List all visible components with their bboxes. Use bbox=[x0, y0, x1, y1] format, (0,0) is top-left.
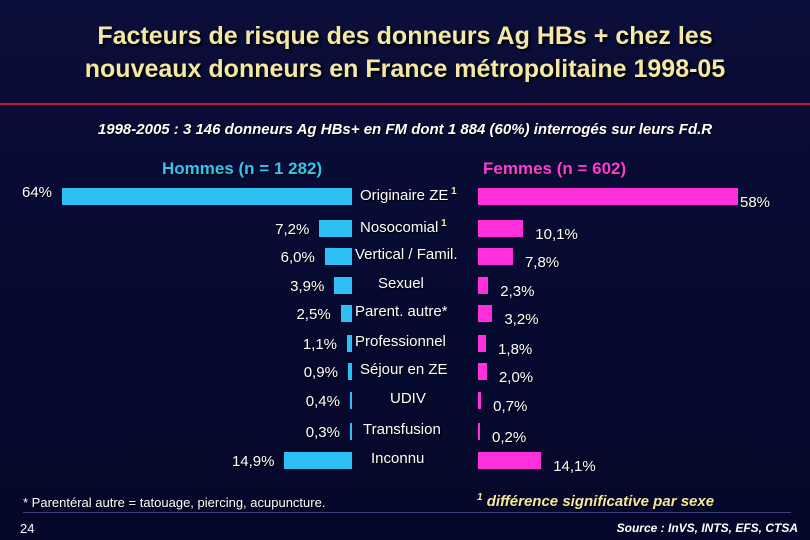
category-text: Sexuel bbox=[378, 275, 424, 292]
women-value-label: 3,2% bbox=[504, 311, 539, 328]
women-value-label: 2,0% bbox=[498, 369, 534, 386]
men-bar bbox=[334, 277, 352, 294]
page-number: 24 bbox=[20, 521, 35, 536]
women-value-label: 14,1% bbox=[553, 458, 596, 475]
category-label: UDIV bbox=[390, 390, 426, 407]
men-bar bbox=[350, 392, 352, 409]
men-bar bbox=[340, 305, 352, 322]
men-value-label: 3,9% bbox=[290, 278, 325, 295]
category-text: Vertical / Famil. bbox=[355, 246, 458, 263]
category-significance-marker: 1 bbox=[438, 218, 447, 229]
women-bar bbox=[478, 188, 738, 205]
men-bar bbox=[324, 248, 352, 265]
women-bar bbox=[478, 305, 493, 322]
men-value-label: 64% bbox=[22, 184, 53, 201]
women-value-label: 58% bbox=[740, 194, 771, 211]
category-text: Séjour en ZE bbox=[360, 361, 448, 378]
men-value-label: 6,0% bbox=[280, 249, 315, 266]
title-line-1: Facteurs de risque des donneurs Ag HBs +… bbox=[97, 22, 713, 50]
title-divider bbox=[0, 103, 810, 105]
category-label: Vertical / Famil. bbox=[355, 246, 458, 263]
men-bar bbox=[347, 335, 352, 352]
women-value-label: 10,1% bbox=[535, 226, 578, 243]
category-label: Sexuel bbox=[378, 275, 424, 292]
category-label: Inconnu bbox=[371, 450, 424, 467]
women-bar bbox=[478, 277, 489, 294]
footer-divider bbox=[23, 512, 791, 513]
women-value-label: 0,2% bbox=[492, 429, 527, 446]
category-label: Transfusion bbox=[363, 421, 441, 438]
men-value-label: 0,3% bbox=[305, 424, 340, 441]
women-bar bbox=[478, 220, 524, 237]
significance-note: 1 différence significative par sexe bbox=[477, 492, 714, 510]
women-value-label: 0,7% bbox=[493, 398, 528, 415]
men-bar bbox=[347, 363, 352, 380]
men-bar bbox=[284, 452, 352, 469]
men-bar bbox=[319, 220, 352, 237]
significance-text: différence significative par sexe bbox=[486, 493, 715, 510]
men-value-label: 0,4% bbox=[305, 393, 340, 410]
source-credit: Source : InVS, INTS, EFS, CTSA bbox=[616, 521, 798, 535]
category-text: Nosocomial bbox=[360, 219, 439, 236]
significance-marker: 1 bbox=[477, 492, 483, 503]
women-bar bbox=[478, 363, 487, 380]
women-bar bbox=[478, 335, 487, 352]
category-label: Parent. autre* bbox=[355, 303, 448, 320]
category-text: UDIV bbox=[390, 390, 426, 407]
slide-title: Facteurs de risque des donneurs Ag HBs +… bbox=[0, 20, 810, 86]
category-text: Transfusion bbox=[363, 421, 441, 438]
category-label: Séjour en ZE bbox=[360, 361, 448, 378]
category-text: Parent. autre* bbox=[355, 303, 448, 320]
category-significance-marker: 1 bbox=[448, 186, 457, 197]
category-label: Originaire ZE 1 bbox=[360, 186, 457, 204]
men-bar bbox=[62, 188, 352, 205]
women-bar bbox=[478, 248, 513, 265]
slide-subtitle: 1998-2005 : 3 146 donneurs Ag HBs+ en FM… bbox=[97, 121, 713, 138]
title-line-2: nouveaux donneurs en France métropolitai… bbox=[84, 55, 726, 83]
women-value-label: 7,8% bbox=[524, 254, 560, 271]
women-bar bbox=[478, 423, 480, 440]
men-bar bbox=[350, 423, 352, 440]
category-text: Originaire ZE bbox=[360, 187, 449, 204]
footnote: * Parentéral autre = tatouage, piercing,… bbox=[23, 495, 326, 510]
category-label: Nosocomial 1 bbox=[360, 218, 447, 236]
women-value-label: 1,8% bbox=[498, 341, 533, 358]
category-text: Inconnu bbox=[371, 450, 425, 467]
category-label: Professionnel bbox=[355, 333, 446, 350]
men-value-label: 0,9% bbox=[303, 364, 338, 381]
women-value-label: 2,3% bbox=[500, 283, 535, 300]
men-group-label: Hommes (n = 1 282) bbox=[162, 159, 323, 178]
women-bar bbox=[478, 452, 542, 469]
category-text: Professionnel bbox=[355, 333, 446, 350]
men-value-label: 2,5% bbox=[296, 306, 331, 323]
women-bar bbox=[478, 392, 482, 409]
men-value-label: 14,9% bbox=[231, 453, 275, 470]
women-group-label: Femmes (n = 602) bbox=[483, 159, 627, 178]
men-value-label: 1,1% bbox=[302, 336, 338, 353]
men-value-label: 7,2% bbox=[275, 221, 310, 238]
